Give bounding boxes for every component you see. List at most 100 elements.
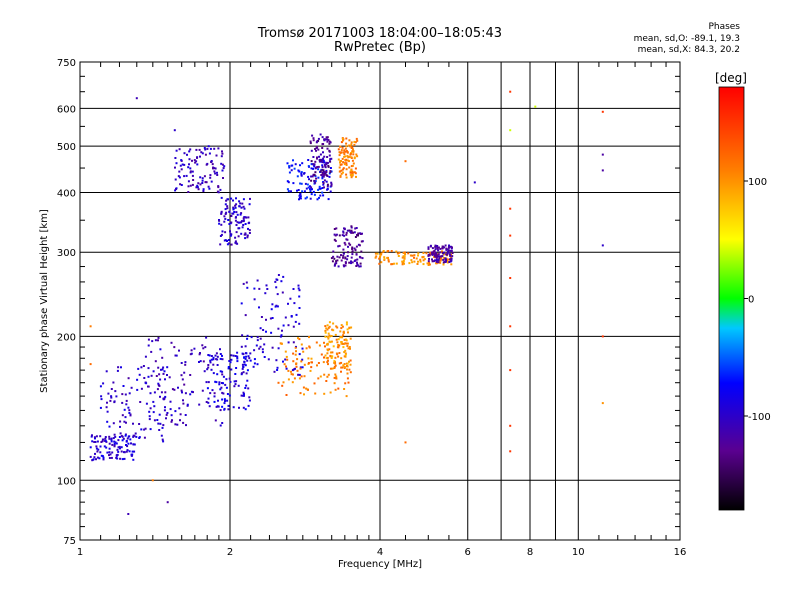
echo-point — [358, 244, 361, 247]
echo-point — [234, 206, 237, 209]
echo-point — [168, 376, 171, 379]
y-tick-label: 750 — [57, 58, 76, 69]
echo-point — [212, 372, 215, 375]
echo-point — [387, 260, 390, 263]
echo-point — [240, 212, 243, 215]
echo-point — [108, 457, 111, 459]
echo-point — [336, 341, 339, 344]
echo-point — [450, 253, 452, 256]
echo-point — [123, 451, 126, 454]
echo-point — [189, 170, 192, 173]
echo-point — [182, 399, 184, 402]
echo-point — [158, 429, 161, 431]
echo-point — [217, 186, 220, 189]
echo-point — [178, 170, 181, 173]
echo-point — [196, 156, 198, 159]
echo-point — [277, 327, 280, 330]
echo-point — [318, 185, 321, 188]
echo-point — [232, 208, 235, 211]
echo-point — [290, 370, 292, 373]
echo-point — [212, 356, 215, 359]
echo-point — [242, 205, 245, 208]
echo-point — [131, 453, 134, 456]
echo-point — [221, 150, 223, 153]
echo-point — [387, 258, 390, 261]
echo-point — [137, 367, 140, 370]
echo-point — [180, 184, 183, 186]
echo-point — [243, 356, 246, 359]
echo-point — [407, 252, 410, 255]
echo-point — [232, 199, 234, 202]
echo-point — [342, 334, 345, 337]
echo-point — [249, 197, 251, 200]
echo-point — [113, 445, 116, 448]
echo-point — [248, 221, 251, 224]
echo-point — [208, 187, 211, 190]
echo-point — [413, 256, 415, 259]
echo-point — [509, 129, 512, 132]
echo-point — [152, 370, 155, 373]
echo-point — [116, 448, 119, 451]
echo-point — [328, 325, 331, 328]
echo-point — [220, 212, 223, 215]
echo-point — [261, 348, 264, 351]
echo-point — [119, 447, 121, 450]
echo-point — [331, 367, 334, 370]
echo-point — [292, 360, 295, 363]
echo-point — [340, 141, 343, 144]
echo-point — [431, 260, 434, 263]
echo-point — [162, 424, 165, 427]
echo-point — [355, 245, 358, 248]
echo-point — [434, 253, 436, 256]
echo-point — [351, 164, 354, 167]
echo-point — [334, 262, 337, 265]
echo-point — [228, 377, 231, 380]
echo-point — [199, 155, 201, 158]
echo-point — [235, 197, 237, 200]
echo-point — [401, 256, 404, 259]
echo-point — [309, 369, 312, 372]
echo-point — [280, 334, 283, 337]
echo-point — [210, 180, 213, 183]
echo-point — [209, 176, 212, 179]
echo-point — [105, 370, 108, 373]
echo-point — [213, 170, 216, 173]
echo-point — [343, 163, 346, 166]
echo-point — [309, 188, 311, 191]
echo-point — [187, 180, 190, 183]
echo-point — [447, 249, 450, 252]
echo-point — [133, 443, 136, 446]
echo-point — [248, 396, 251, 399]
echo-point — [125, 444, 127, 446]
echo-point — [213, 147, 216, 150]
echo-point — [343, 351, 346, 353]
echo-point — [92, 458, 95, 461]
echo-point — [435, 256, 438, 259]
echo-point — [351, 146, 354, 149]
echo-point — [293, 377, 296, 380]
echo-point — [102, 458, 105, 461]
echo-point — [159, 348, 162, 351]
echo-point — [326, 356, 329, 359]
echo-point — [236, 357, 239, 360]
echo-point — [238, 227, 241, 230]
echo-point — [287, 324, 290, 327]
echo-point — [322, 361, 325, 364]
echo-point — [339, 160, 342, 163]
echo-point — [437, 261, 440, 264]
echo-point — [310, 186, 313, 189]
echo-point — [153, 419, 156, 422]
echo-point — [350, 225, 353, 228]
echo-point — [220, 162, 223, 165]
echo-point — [93, 436, 96, 439]
echo-point — [160, 434, 163, 437]
echo-point — [355, 227, 358, 229]
echo-point — [236, 351, 239, 354]
colorbar — [718, 86, 745, 511]
echo-point — [434, 255, 436, 258]
echo-point — [102, 438, 105, 441]
echo-point — [174, 354, 177, 357]
echo-point — [326, 185, 329, 188]
echo-point — [390, 263, 393, 266]
echo-point — [247, 227, 249, 230]
